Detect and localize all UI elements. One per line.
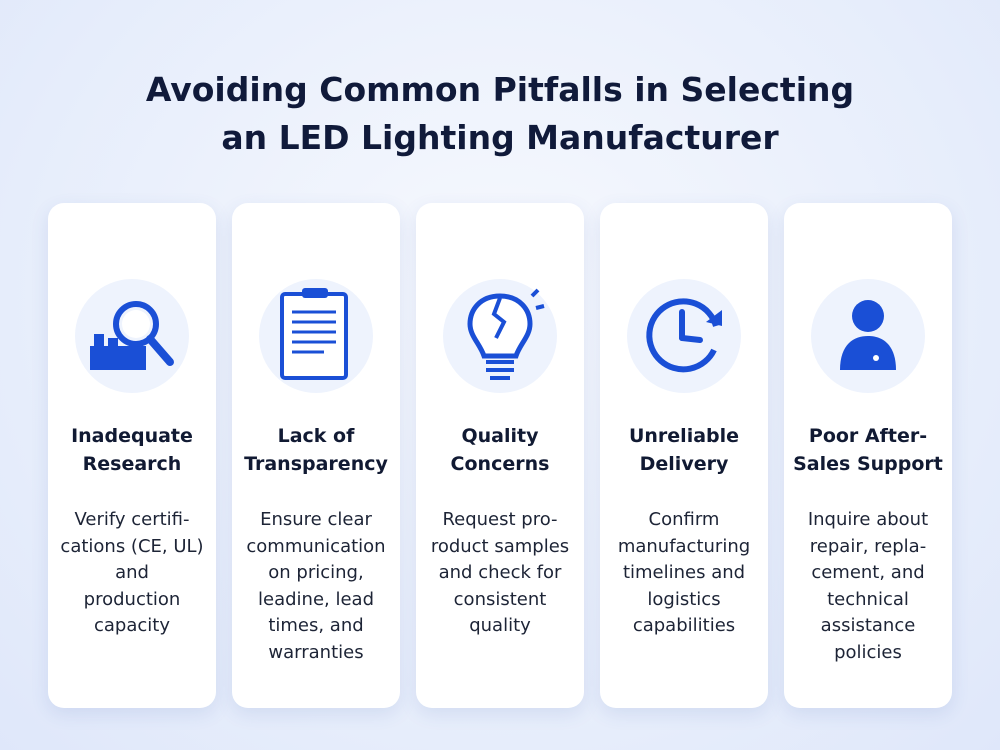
card-description: and check for [438,562,562,583]
card-icon [811,279,925,393]
card: Unreliable Delivery Confirm manufacturing ti… [600,203,768,708]
card-description: warranties [268,641,364,663]
card-description: communication [246,535,386,557]
card-description: Inquire about [807,509,929,530]
card: Lack of Transparency Ensure clear communica… [232,203,400,708]
card-description: logistics [647,588,721,610]
card-description: timelines and [622,562,746,583]
card-description: quality [469,615,531,636]
card-description: Verify certifi- [74,509,190,530]
card-description: repair, repla- [809,535,927,557]
card-title: Sales Support [793,453,943,475]
card-description: roduct samples [430,535,570,557]
card-description: production [83,588,181,610]
card-title: Lack of [277,425,355,447]
card-description: manufacturing [617,535,751,557]
card-icon [443,279,557,393]
card: Quality Concerns Request pro-roduct sample… [416,203,584,708]
card-description: times, and [268,615,364,636]
title-line: Avoiding Common Pitfalls in Selecting [145,70,855,109]
card-title: Transparency [244,453,388,475]
card-title: Unreliable [628,425,740,447]
card-icon [259,279,373,393]
card-title: Poor After- [808,425,928,447]
card: Poor After- Sales Support Inquire about rep… [784,203,952,708]
card-description: policies [834,641,902,663]
card-title: Inadequate [71,425,193,447]
card-title: Concerns [450,453,550,475]
card-title: Research [82,453,182,475]
card-description: cations (CE, UL) [60,535,204,557]
card-description: cement, and [811,562,925,583]
card: Inadequate Research Verify certifi-cations… [48,203,216,708]
card-description: and [115,562,149,583]
card-description: assistance [820,615,916,636]
card-description: capacity [94,615,170,636]
card-description: capabilities [632,615,736,636]
card-icon [627,279,741,393]
card-description: Ensure clear [260,509,372,530]
card-description: technical [827,588,909,610]
card-description: Confirm [648,509,720,530]
card-description: leadine, lead [258,588,374,610]
card-description: on pricing, [268,562,364,583]
card-title: Quality [461,425,539,447]
card-description: consistent [453,588,547,610]
title-line: an LED Lighting Manufacturer [221,118,779,157]
card-description: Request pro- [442,509,558,530]
card-icon [75,279,189,393]
card-title: Delivery [639,453,729,475]
